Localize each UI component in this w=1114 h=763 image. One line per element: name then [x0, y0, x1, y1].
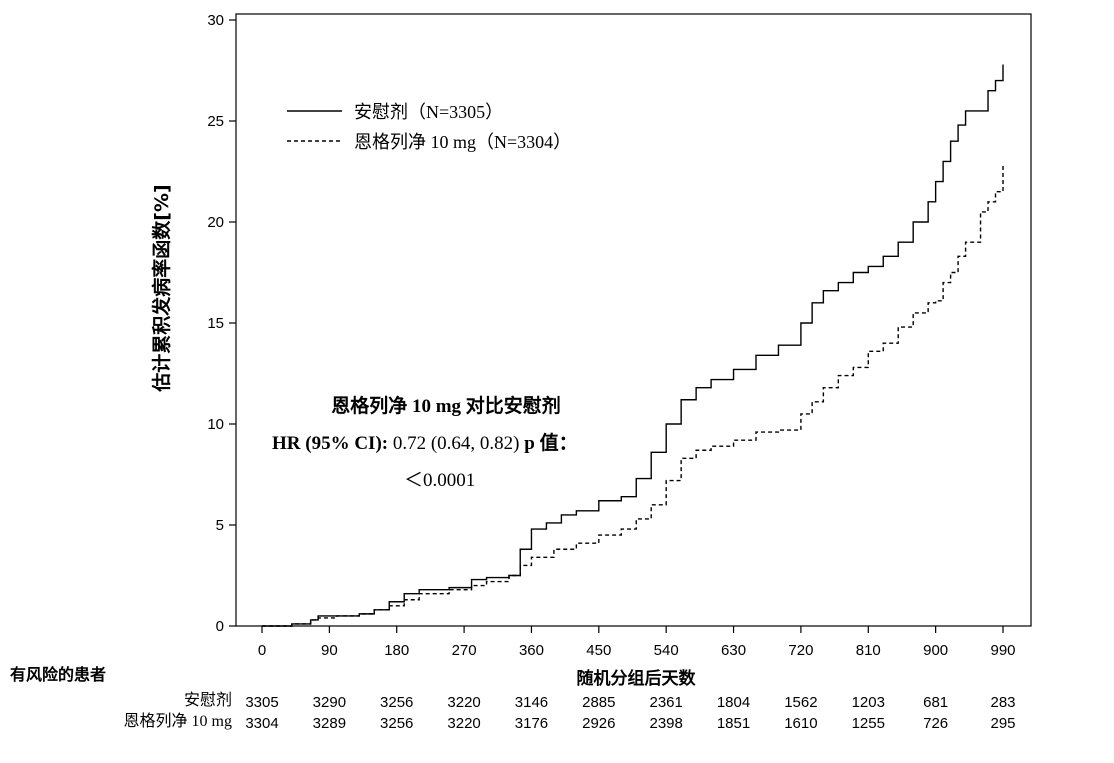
annotation-p-label: p 值： — [524, 431, 577, 454]
risk-value: 3256 — [380, 694, 414, 711]
risk-value: 3220 — [447, 715, 481, 732]
y-tick-label: 20 — [207, 214, 224, 231]
annotation-hr-label: HR (95% CI): — [272, 433, 388, 454]
risk-value: 3289 — [312, 715, 347, 732]
y-tick-label: 5 — [216, 517, 224, 534]
risk-value: 1610 — [784, 715, 818, 732]
x-tick-label: 270 — [452, 642, 477, 659]
x-tick-label: 810 — [856, 642, 881, 659]
risk-value: 681 — [923, 694, 949, 711]
risk-value: 1804 — [716, 694, 751, 711]
risk-value: 295 — [990, 715, 1016, 732]
annotation-hr: HR (95% CI): 0.72 (0.64, 0.82) p 值： — [272, 431, 578, 454]
risk-value: 3290 — [312, 694, 347, 711]
y-tick-label: 10 — [207, 416, 224, 433]
risk-value: 2398 — [649, 715, 683, 732]
risk-table-title: 有风险的患者 — [10, 665, 107, 684]
x-tick-label: 0 — [258, 642, 266, 659]
risk-value: 1203 — [851, 694, 885, 711]
annotation-p-value: ＜0.0001 — [404, 470, 475, 491]
x-tick-label: 720 — [788, 642, 813, 659]
risk-row-label: 恩格列净 10 mg — [123, 713, 232, 730]
risk-value: 3256 — [380, 715, 414, 732]
x-tick-label: 540 — [654, 642, 679, 659]
x-tick-label: 900 — [923, 642, 948, 659]
x-axis-label: 随机分组后天数 — [577, 668, 697, 689]
risk-value: 3304 — [245, 715, 279, 732]
risk-value: 3176 — [514, 715, 549, 732]
y-tick-label: 25 — [207, 113, 224, 130]
legend-label-0: 安慰剂（N=3305） — [354, 102, 503, 122]
x-tick-label: 180 — [384, 642, 409, 659]
risk-value: 283 — [990, 694, 1016, 711]
x-tick-label: 990 — [990, 642, 1015, 659]
risk-value: 1562 — [784, 694, 818, 711]
risk-value: 3220 — [447, 694, 481, 711]
risk-value: 2885 — [582, 694, 616, 711]
risk-value: 2361 — [649, 694, 683, 711]
plot-frame — [235, 13, 1032, 627]
x-tick-label: 360 — [519, 642, 544, 659]
y-tick-label: 0 — [216, 618, 224, 635]
risk-value: 726 — [923, 715, 949, 732]
x-tick-label: 450 — [586, 642, 611, 659]
risk-value: 1851 — [716, 715, 751, 732]
risk-row-label: 安慰剂 — [183, 692, 232, 709]
y-axis-label: 估计累积发病率函数[%] — [150, 184, 173, 392]
risk-value: 3305 — [245, 694, 279, 711]
risk-value: 3146 — [514, 694, 549, 711]
series-line-0 — [262, 64, 1004, 627]
risk-value: 2926 — [582, 715, 616, 732]
risk-value: 1255 — [851, 715, 885, 732]
y-tick-label: 15 — [207, 315, 224, 332]
annotation-comparison: 恩格列净 10 mg 对比安慰剂 — [331, 394, 561, 417]
annotation-hr-value: 0.72 (0.64, 0.82) — [388, 433, 524, 454]
x-tick-label: 630 — [721, 642, 746, 659]
legend-label-1: 恩格列净 10 mg（N=3304） — [354, 132, 571, 152]
y-tick-label: 30 — [207, 12, 224, 29]
series-line-1 — [262, 165, 1004, 627]
x-tick-label: 90 — [321, 642, 338, 659]
